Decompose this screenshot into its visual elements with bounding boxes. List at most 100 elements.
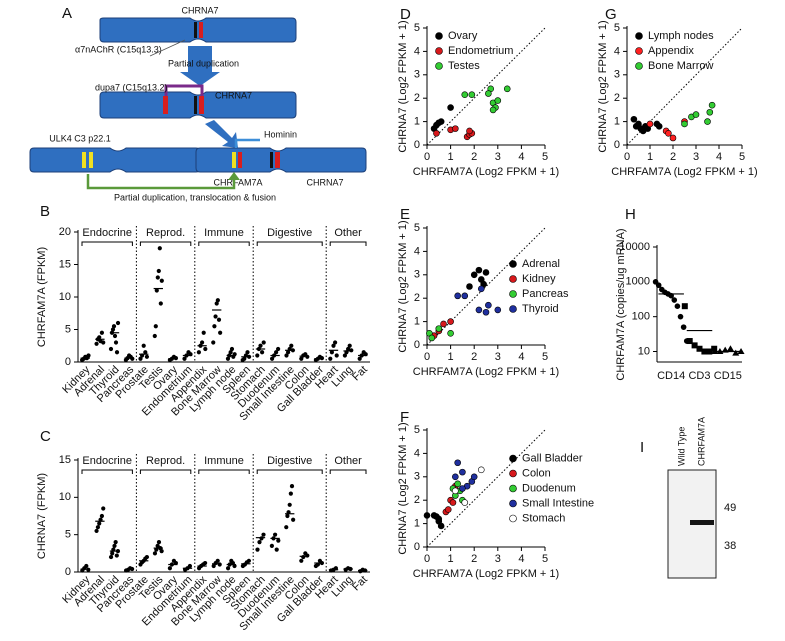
point — [329, 350, 334, 355]
panel-label: B — [40, 203, 50, 220]
group-label: Other — [334, 455, 362, 467]
point — [101, 340, 106, 345]
point — [152, 333, 157, 339]
y-axis-label: CHRNA7 (Log2 FPKM + 1) — [397, 220, 409, 352]
y-tick-label: 5 — [414, 424, 420, 436]
point — [259, 536, 264, 541]
point — [701, 348, 708, 355]
point — [225, 566, 231, 571]
point — [706, 348, 713, 355]
point — [331, 343, 336, 348]
point — [143, 350, 148, 355]
point — [459, 485, 466, 492]
point — [173, 356, 179, 361]
point — [440, 320, 447, 328]
gene-label: CHRNA7 — [215, 90, 252, 100]
locus-label: α7nAChR (C15q13.3) — [75, 44, 162, 54]
panel-label: H — [625, 206, 636, 223]
size-marker: 38 — [724, 540, 736, 552]
point — [423, 512, 431, 519]
legend-marker — [509, 514, 517, 523]
point — [261, 532, 266, 537]
point — [671, 297, 678, 303]
y-tick-label: 10 — [59, 291, 71, 303]
point — [158, 301, 163, 306]
point — [305, 553, 310, 558]
point — [477, 466, 485, 474]
point — [255, 353, 260, 358]
point — [461, 499, 469, 506]
point — [99, 513, 105, 519]
group-label: Endocrine — [82, 227, 132, 239]
point — [215, 558, 220, 563]
group-bracket — [81, 241, 133, 246]
x-tick-label: CD3 — [688, 370, 710, 382]
legend-marker — [509, 275, 517, 283]
point — [708, 101, 716, 109]
point — [706, 108, 714, 116]
legend-marker — [509, 499, 517, 508]
point — [288, 491, 293, 496]
point — [449, 499, 457, 506]
point — [114, 350, 120, 355]
band — [82, 152, 86, 168]
point — [711, 348, 719, 355]
blot-i: I Wild Type CHRFAM7A 49 38 — [640, 417, 736, 579]
point — [97, 521, 102, 526]
point — [86, 353, 91, 358]
chromosome — [195, 147, 367, 173]
x-tick-label: 4 — [518, 351, 524, 363]
point — [203, 346, 208, 352]
y-tick-label: 15 — [59, 454, 71, 466]
point — [646, 120, 654, 128]
x-tick-label: 3 — [693, 151, 699, 163]
legend-label: Endometrium — [448, 45, 513, 57]
legend-marker — [435, 47, 443, 55]
legend-label: Gall Bladder — [522, 452, 583, 464]
point — [229, 346, 235, 352]
point — [435, 325, 443, 332]
point — [101, 506, 106, 511]
y-tick-label: 20 — [59, 226, 71, 238]
point — [674, 303, 681, 309]
point — [454, 459, 461, 467]
y-tick-label: 10 — [638, 345, 650, 357]
legend-label: Small Intestine — [522, 497, 594, 509]
point — [214, 301, 219, 306]
point — [159, 548, 164, 554]
arrow — [180, 46, 220, 86]
lane-label: Wild Type — [676, 427, 686, 466]
point — [466, 283, 473, 290]
point — [347, 343, 352, 348]
point — [461, 292, 469, 300]
y-tick-label: 5 — [414, 22, 420, 34]
point — [494, 97, 502, 104]
y-axis-label: CHRFAM7A (copies/ug mRNA) — [615, 228, 627, 380]
point — [289, 343, 294, 348]
legend-label: Ovary — [448, 30, 478, 42]
point — [489, 106, 497, 114]
x-tick-label: 3 — [495, 351, 501, 363]
legend-label: Testes — [448, 60, 480, 72]
point — [276, 538, 281, 543]
x-tick-label: 4 — [518, 553, 524, 565]
point — [485, 90, 492, 97]
x-axis-label: CHRFAM7A (Log2 FPKM + 1) — [413, 366, 559, 378]
point — [686, 338, 693, 345]
diagram-a: A CHRNA7 α7nAChR (C15q13.3) Partial dupl… — [29, 5, 367, 202]
point — [677, 313, 684, 320]
point — [289, 484, 295, 489]
lane-label: CHRFAM7A — [696, 417, 706, 466]
point — [346, 346, 351, 352]
point — [114, 553, 119, 558]
step-label: Partial duplication, translocation & fus… — [114, 192, 276, 202]
identity-line — [626, 27, 743, 146]
point — [156, 540, 162, 545]
x-tick-label: 0 — [424, 151, 430, 163]
point — [141, 343, 146, 348]
x-tick-label: 5 — [542, 553, 548, 565]
legend-label: Lymph nodes — [648, 30, 714, 42]
y-tick-label: 10000 — [619, 241, 650, 253]
band — [194, 96, 197, 114]
point — [112, 543, 117, 548]
